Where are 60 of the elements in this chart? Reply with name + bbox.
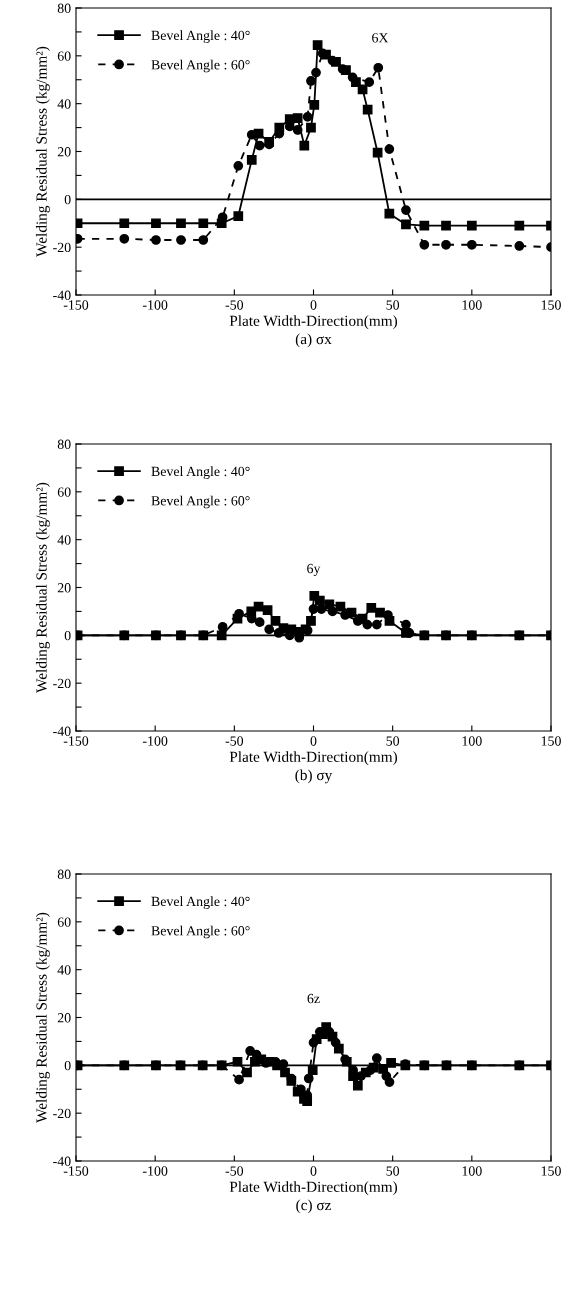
y-tick-label: 0	[64, 630, 71, 641]
legend-label: Bevel Angle : 60°	[151, 495, 250, 509]
x-tick-label: 100	[462, 736, 482, 746]
y-tick-label: 80	[57, 3, 71, 13]
x-tick-label: 150	[541, 300, 561, 310]
x-tick-label: -150	[63, 1166, 89, 1176]
legend-label: Bevel Angle : 60°	[151, 925, 250, 939]
y-tick-label: 60	[57, 487, 71, 497]
y-tick-label: -20	[53, 1108, 71, 1119]
y-tick-label: -40	[53, 1156, 71, 1166]
x-tick-label: 50	[386, 736, 400, 746]
x-axis-title: Plate Width-Direction(mm)	[229, 1181, 398, 1196]
x-tick-label: -150	[63, 300, 89, 310]
x-axis-title: Plate Width-Direction(mm)	[229, 315, 398, 330]
x-tick-label: -100	[142, 300, 168, 310]
x-tick-label: -100	[142, 736, 168, 746]
y-tick-label: -40	[53, 290, 71, 300]
x-tick-label: 100	[462, 300, 482, 310]
y-tick-label: 80	[57, 869, 71, 879]
y-tick-label: 20	[57, 1013, 71, 1023]
x-tick-label: -50	[225, 1166, 244, 1176]
y-axis-title: Welding Residual Stress (kg/mm²)	[35, 46, 50, 257]
text: (b) σy	[295, 769, 333, 784]
y-tick-label: -40	[53, 726, 71, 736]
y-tick-label: -20	[53, 678, 71, 689]
text: (a) σx	[295, 333, 332, 348]
legend-label: Bevel Angle : 40°	[151, 466, 250, 479]
x-tick-label: 0	[310, 1166, 317, 1176]
legend-label: Bevel Angle : 40°	[151, 896, 250, 909]
annotation: 6X	[372, 33, 389, 43]
x-tick-label: 0	[310, 300, 317, 310]
x-tick-label: -50	[225, 736, 244, 746]
x-tick-label: 100	[462, 1166, 482, 1176]
x-tick-label: -50	[225, 300, 244, 310]
y-tick-label: 0	[64, 1060, 71, 1071]
legend-label: Bevel Angle : 60°	[151, 59, 250, 73]
x-tick-label: -150	[63, 736, 89, 746]
x-tick-label: 150	[541, 1166, 561, 1176]
y-tick-label: 40	[57, 535, 71, 545]
annotation: 6y	[307, 563, 321, 577]
x-axis-title: Plate Width-Direction(mm)	[229, 751, 398, 766]
y-tick-label: 80	[57, 439, 71, 449]
annotation: 6z	[307, 993, 320, 1004]
y-tick-label: -20	[53, 242, 71, 253]
y-tick-label: 20	[57, 583, 71, 593]
y-axis-title: Welding Residual Stress (kg/mm²)	[35, 482, 50, 693]
x-tick-label: -100	[142, 1166, 168, 1176]
legend-label: Bevel Angle : 40°	[151, 30, 250, 43]
y-tick-label: 0	[64, 194, 71, 205]
y-tick-label: 40	[57, 965, 71, 975]
y-tick-label: 60	[57, 917, 71, 927]
x-tick-label: 50	[386, 1166, 400, 1176]
x-tick-label: 50	[386, 300, 400, 310]
y-tick-label: 60	[57, 51, 71, 61]
text: (c) σz	[296, 1199, 331, 1214]
y-axis-title: Welding Residual Stress (kg/mm²)	[35, 912, 50, 1123]
y-tick-label: 40	[57, 99, 71, 109]
y-tick-label: 20	[57, 147, 71, 157]
x-tick-label: 0	[310, 736, 317, 746]
x-tick-label: 150	[541, 736, 561, 746]
